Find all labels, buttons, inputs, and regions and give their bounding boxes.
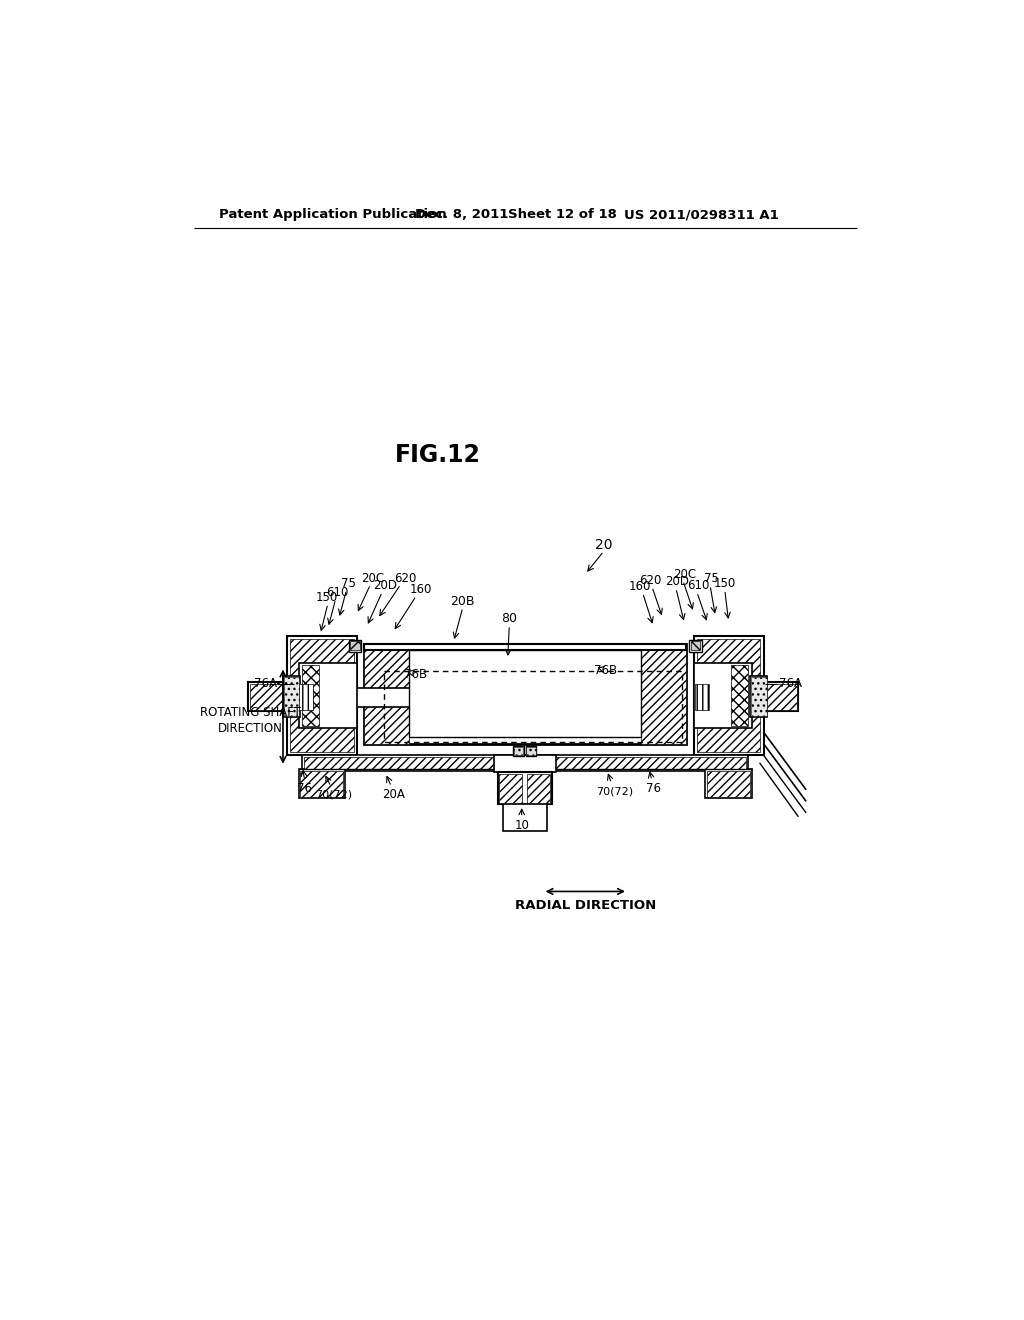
Text: 20C: 20C <box>361 572 384 585</box>
Bar <box>299 684 313 710</box>
Bar <box>525 746 537 756</box>
Bar <box>695 684 710 710</box>
Text: Dec. 8, 2011: Dec. 8, 2011 <box>415 209 508 222</box>
Bar <box>514 747 523 755</box>
Bar <box>287 636 356 755</box>
Text: 20B: 20B <box>451 594 475 607</box>
Bar <box>350 642 359 651</box>
Bar <box>503 804 547 832</box>
Text: 160: 160 <box>410 583 432 597</box>
Bar <box>287 688 484 706</box>
Text: 76: 76 <box>297 781 312 795</box>
Text: Patent Application Publication: Patent Application Publication <box>219 209 447 222</box>
Bar <box>750 676 767 718</box>
Bar <box>526 747 536 755</box>
Bar <box>304 756 746 770</box>
Bar <box>290 639 353 686</box>
Bar <box>697 639 761 686</box>
Text: 20: 20 <box>595 539 612 552</box>
Bar <box>349 640 361 652</box>
Bar <box>384 671 682 742</box>
Bar <box>527 774 550 803</box>
Bar <box>690 642 700 651</box>
Text: 76A: 76A <box>779 677 802 690</box>
Bar <box>707 771 751 797</box>
Text: FIG.12: FIG.12 <box>395 442 481 467</box>
Bar <box>299 770 345 799</box>
Bar <box>299 663 356 729</box>
Bar <box>283 676 300 718</box>
Text: ROTATING SHAFT
DIRECTION: ROTATING SHAFT DIRECTION <box>200 706 301 734</box>
Bar <box>758 684 797 710</box>
Text: 620: 620 <box>639 574 662 587</box>
Bar <box>751 677 767 715</box>
Text: 80: 80 <box>502 612 517 626</box>
Bar <box>250 684 293 710</box>
Text: 620: 620 <box>394 572 417 585</box>
Bar <box>410 649 641 738</box>
Text: 76A: 76A <box>254 677 276 690</box>
Bar <box>731 665 748 726</box>
Bar <box>284 677 299 715</box>
Bar <box>697 705 761 752</box>
Bar <box>365 644 686 649</box>
Bar <box>693 636 764 755</box>
Text: RADIAL DIRECTION: RADIAL DIRECTION <box>515 899 656 912</box>
Bar <box>365 644 686 743</box>
Bar <box>693 663 752 729</box>
Text: 70(72): 70(72) <box>596 787 633 796</box>
Bar <box>290 705 353 752</box>
Bar <box>500 774 522 803</box>
Bar <box>300 771 343 797</box>
Text: 10: 10 <box>514 818 529 832</box>
Text: 70(72): 70(72) <box>315 789 352 800</box>
Text: 150: 150 <box>714 577 736 590</box>
Bar <box>498 772 552 804</box>
Text: 75: 75 <box>341 577 355 590</box>
Bar <box>756 682 799 711</box>
Text: 20D: 20D <box>374 579 397 593</box>
Bar <box>706 770 752 799</box>
Bar <box>689 640 701 652</box>
Text: 76B: 76B <box>594 664 616 677</box>
Bar <box>641 644 686 743</box>
Text: 20C: 20C <box>673 568 696 581</box>
Bar <box>365 644 410 743</box>
Text: 76B: 76B <box>403 668 427 681</box>
Text: 610: 610 <box>687 579 710 593</box>
Text: Sheet 12 of 18: Sheet 12 of 18 <box>508 209 616 222</box>
Bar <box>494 755 556 772</box>
Bar <box>513 746 524 756</box>
Text: 160: 160 <box>629 579 650 593</box>
Text: 610: 610 <box>326 586 348 599</box>
Bar <box>302 665 319 726</box>
Text: 76: 76 <box>646 781 660 795</box>
Text: 150: 150 <box>315 591 338 603</box>
Text: 75: 75 <box>705 573 719 585</box>
Bar <box>302 755 748 771</box>
Text: 20A: 20A <box>382 788 406 801</box>
Text: 20D: 20D <box>665 576 689 589</box>
Bar <box>248 682 295 711</box>
Text: US 2011/0298311 A1: US 2011/0298311 A1 <box>624 209 778 222</box>
